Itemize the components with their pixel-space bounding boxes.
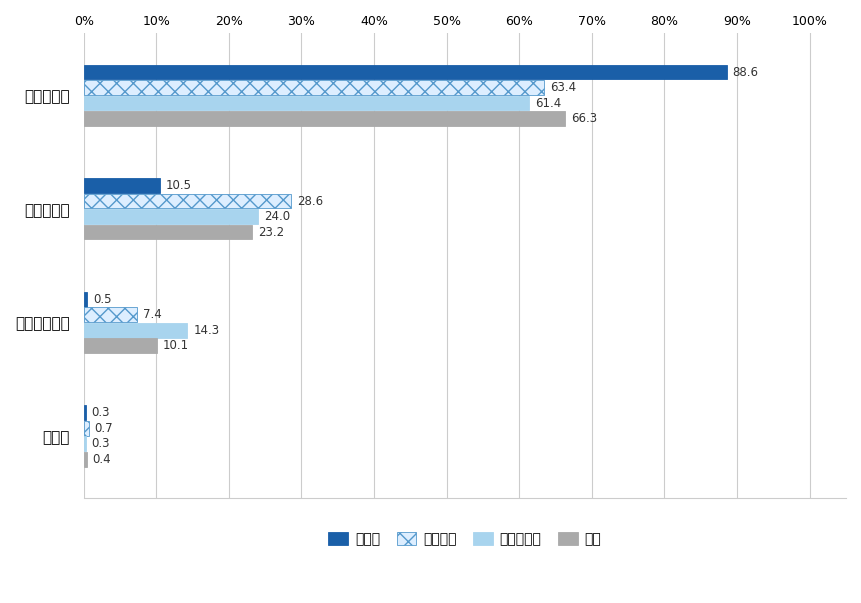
- Text: 61.4: 61.4: [536, 96, 561, 110]
- Bar: [84, 80, 544, 95]
- Bar: [84, 111, 565, 126]
- Text: 28.6: 28.6: [297, 195, 323, 207]
- Text: 88.6: 88.6: [733, 66, 759, 78]
- Text: 10.5: 10.5: [165, 179, 192, 192]
- Text: 0.5: 0.5: [93, 292, 112, 306]
- Text: 14.3: 14.3: [193, 324, 220, 336]
- Bar: [84, 452, 87, 467]
- Text: 0.3: 0.3: [91, 406, 110, 419]
- Text: 0.4: 0.4: [92, 453, 111, 466]
- Bar: [84, 437, 86, 451]
- Text: 10.1: 10.1: [163, 339, 189, 352]
- Bar: [84, 194, 291, 209]
- Bar: [84, 225, 252, 239]
- Text: 63.4: 63.4: [550, 81, 576, 94]
- Bar: [84, 338, 157, 353]
- Text: 24.0: 24.0: [263, 210, 290, 223]
- Bar: [84, 308, 138, 322]
- Text: 7.4: 7.4: [143, 308, 162, 321]
- Bar: [84, 292, 87, 306]
- Bar: [84, 65, 727, 80]
- Text: 0.7: 0.7: [95, 421, 113, 435]
- Bar: [84, 405, 86, 420]
- Bar: [84, 323, 188, 338]
- Bar: [84, 209, 258, 224]
- Bar: [84, 96, 530, 110]
- Bar: [84, 421, 89, 435]
- Text: 23.2: 23.2: [258, 226, 284, 239]
- Bar: [84, 178, 160, 193]
- Text: 0.3: 0.3: [91, 437, 110, 450]
- Legend: 大企業, 中堅企業, その他企業, 全体: 大企業, 中堅企業, その他企業, 全体: [323, 527, 607, 552]
- Text: 66.3: 66.3: [571, 112, 597, 125]
